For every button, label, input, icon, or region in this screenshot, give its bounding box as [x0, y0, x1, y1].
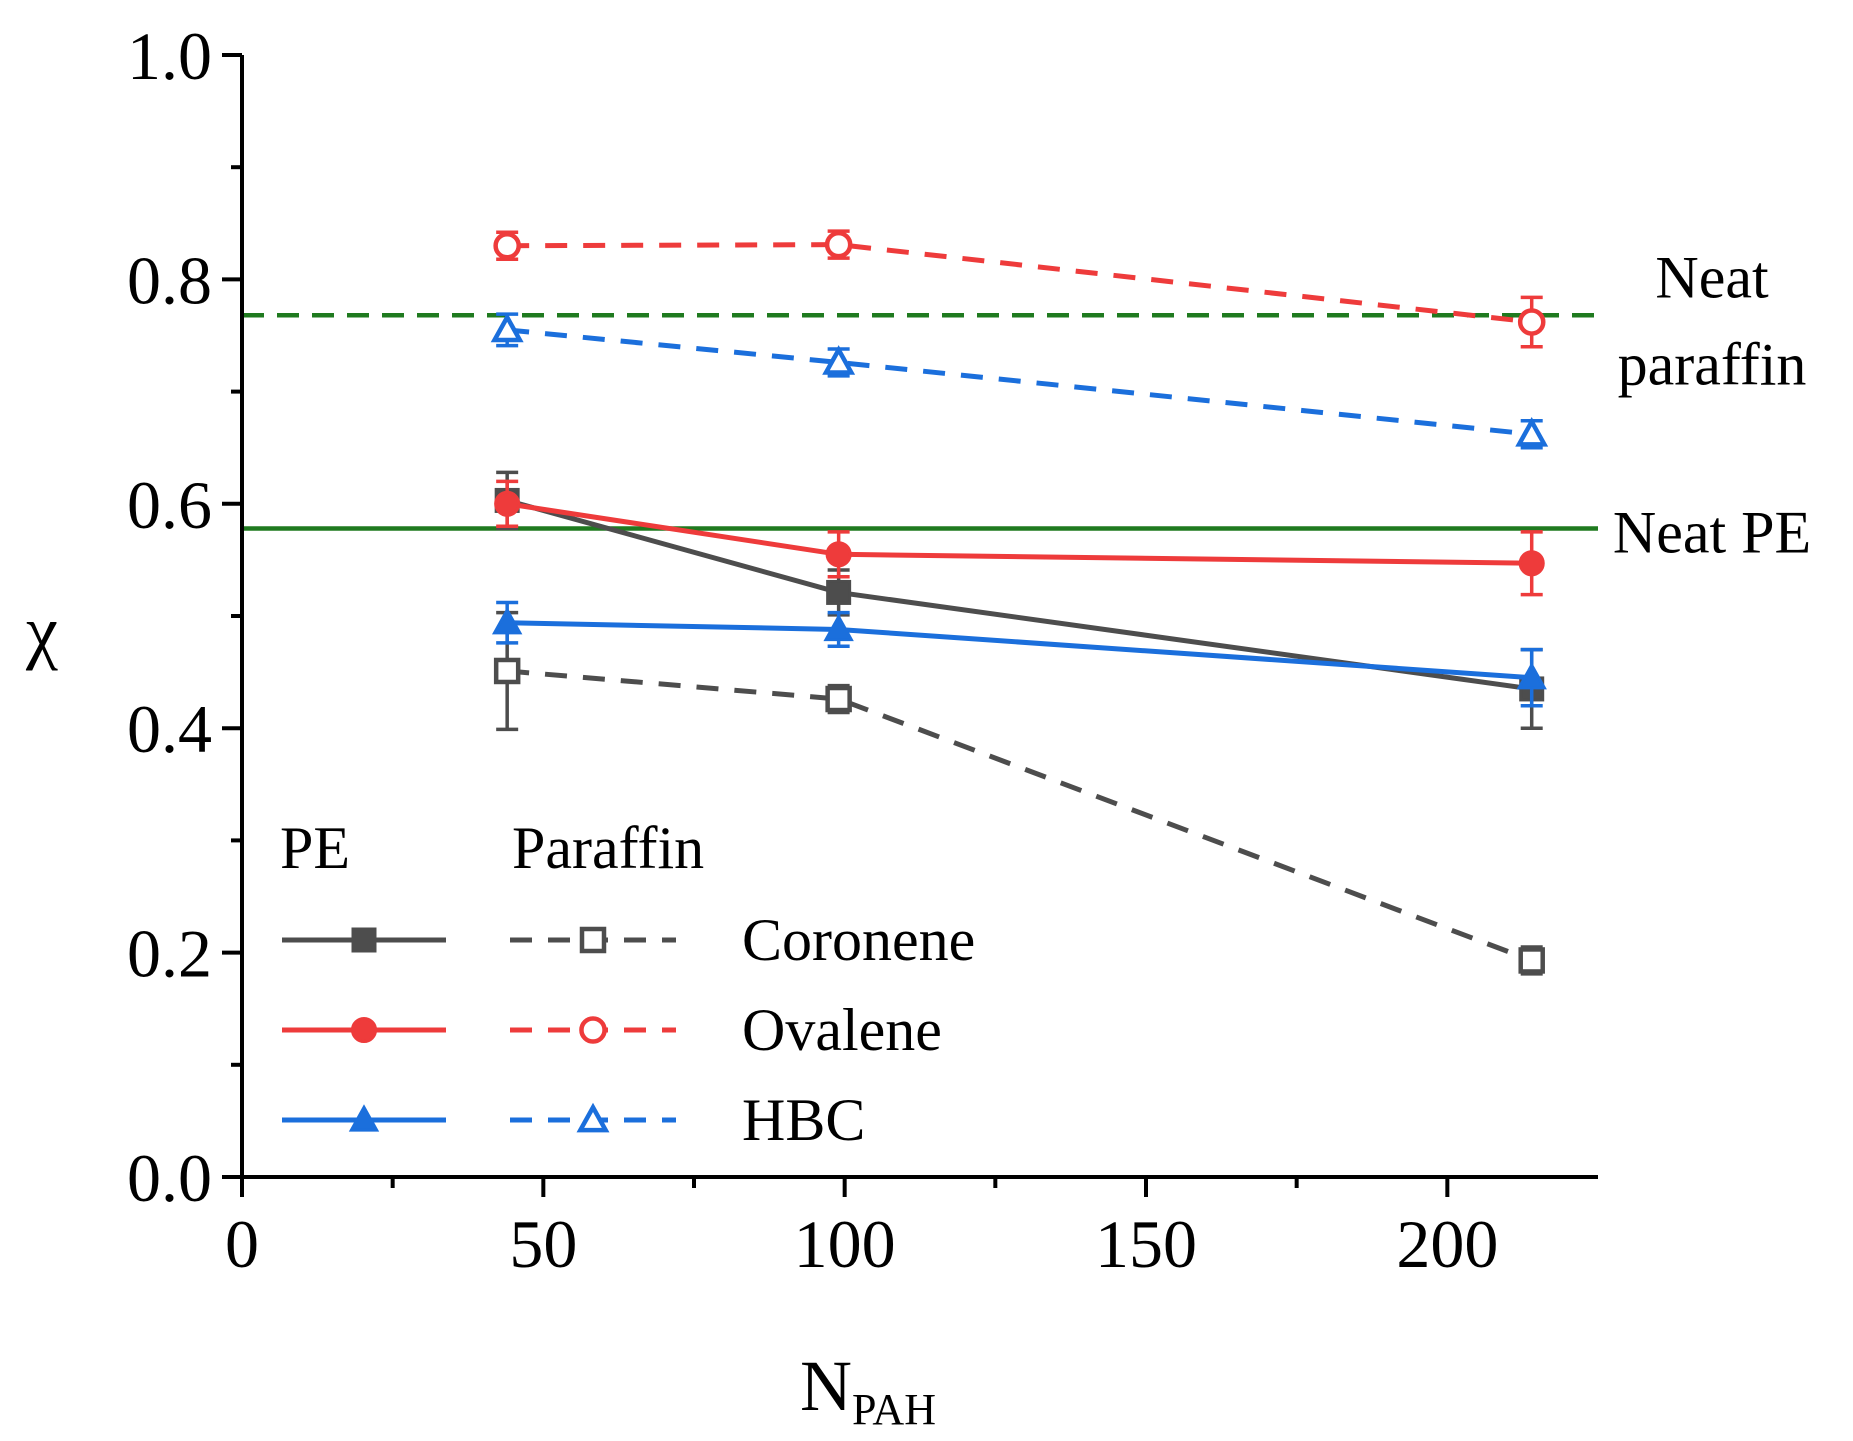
x-axis-label: NPAH — [800, 1346, 936, 1434]
data-point-pe-ovalene — [494, 490, 521, 517]
y-axis-label: χ — [25, 591, 58, 671]
legend-marker-pe-hbc — [348, 1104, 380, 1132]
data-point-pe-hbc — [1516, 661, 1547, 690]
x-axis-label-subscript: PAH — [852, 1385, 936, 1434]
series-paraffin-hbc — [490, 312, 1549, 450]
legend-marker-pe-coronene — [351, 927, 377, 953]
x-tick-label: 150 — [1095, 1206, 1197, 1282]
data-point-pe-hbc — [491, 606, 523, 635]
data-point-pe-ovalene — [1518, 550, 1545, 577]
legend-marker-paraffin-coronene — [579, 926, 607, 954]
legend: PE Paraffin Coronene Ovalene HBC — [280, 815, 975, 1153]
x-axis-label-main: N — [800, 1346, 852, 1426]
legend-label-hbc: HBC — [742, 1087, 865, 1153]
legend-marker-paraffin-ovalene — [579, 1016, 607, 1044]
y-tick-label: 0.0 — [127, 1140, 212, 1216]
data-point-paraffin-ovalene — [493, 231, 521, 260]
x-tick-label: 50 — [509, 1206, 577, 1282]
series-layer — [490, 229, 1549, 976]
reference-label-neat-paraffin-line-2: paraffin — [1618, 331, 1807, 397]
legend-symbols — [282, 926, 676, 1133]
x-tick-label: 200 — [1396, 1206, 1498, 1282]
data-point-pe-coronene — [826, 579, 852, 605]
y-tick-label: 0.8 — [127, 242, 212, 318]
data-point-paraffin-coronene — [493, 657, 521, 685]
data-point-paraffin-ovalene — [1517, 308, 1546, 336]
series-pe-ovalene — [494, 479, 1545, 597]
y-tick-label: 0.6 — [127, 467, 212, 543]
reference-label-neat-paraffin-line-1: Neat — [1655, 244, 1769, 310]
reference-label-neat-pe: Neat PE — [1613, 499, 1811, 565]
series-pe-hbc — [491, 600, 1547, 708]
data-point-paraffin-hbc — [1515, 416, 1549, 447]
series-paraffin-coronene — [493, 610, 1545, 976]
data-point-pe-hbc — [823, 613, 854, 642]
data-point-paraffin-coronene — [1518, 947, 1545, 974]
y-tick-label: 1.0 — [127, 18, 212, 94]
series-paraffin-ovalene — [493, 229, 1546, 349]
legend-header-pe: PE — [280, 815, 350, 881]
x-tick-label: 100 — [794, 1206, 896, 1282]
reference-lines — [242, 313, 1598, 531]
series-pe-coronene — [494, 470, 1545, 730]
y-tick-label: 0.4 — [127, 691, 212, 767]
legend-marker-pe-ovalene — [350, 1016, 378, 1044]
data-point-paraffin-ovalene — [824, 230, 853, 259]
legend-marker-paraffin-hbc — [576, 1102, 610, 1133]
y-tick-label: 0.2 — [127, 916, 212, 992]
reference-labels: Neat paraffin Neat PE — [1613, 244, 1811, 565]
axes: 0.0 0.2 0.4 0.6 0.8 1.0 0 50 100 150 200 — [127, 18, 1598, 1282]
data-point-paraffin-hbc — [822, 345, 856, 375]
data-point-paraffin-coronene — [825, 685, 852, 713]
data-point-pe-ovalene — [825, 541, 852, 568]
x-tick-label: 0 — [225, 1206, 259, 1282]
series-line-pe-hbc — [507, 620, 1532, 681]
series-line-pe-ovalene — [506, 501, 1532, 566]
legend-header-paraffin: Paraffin — [512, 815, 704, 881]
data-point-paraffin-hbc — [490, 312, 524, 343]
legend-label-ovalene: Ovalene — [742, 997, 942, 1063]
series-line-paraffin-ovalene — [507, 242, 1532, 325]
series-line-paraffin-hbc — [506, 327, 1532, 437]
legend-label-coronene: Coronene — [742, 907, 975, 973]
